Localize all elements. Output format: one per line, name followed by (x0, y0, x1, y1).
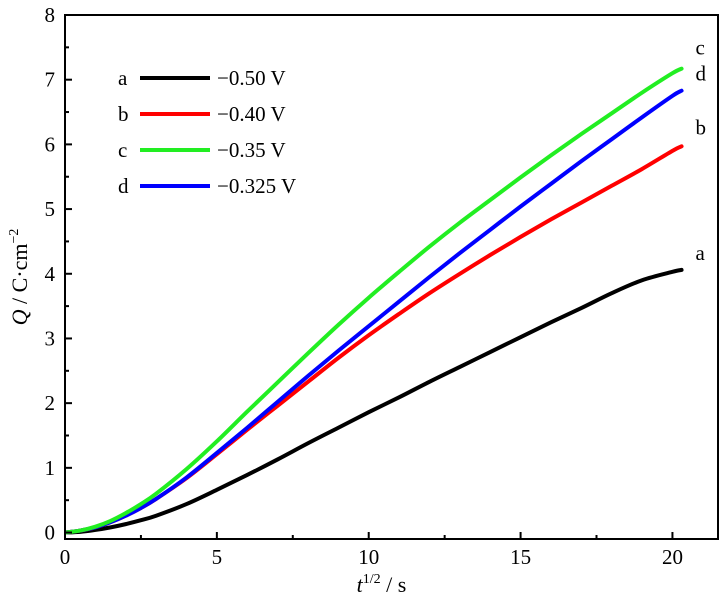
legend-letter: b (118, 102, 129, 126)
curve-label-d: d (696, 62, 707, 86)
legend-entry-d: d −0.325 V (118, 174, 296, 198)
x-tick-label: 20 (662, 545, 683, 569)
y-tick-label: 8 (45, 3, 56, 27)
legend-letter: a (118, 66, 128, 90)
series-layer (65, 66, 684, 535)
y-axis-unit: / C·cm (7, 244, 32, 310)
y-tick-label: 5 (45, 197, 56, 221)
plot-frame (64, 14, 719, 540)
series-line-c (65, 66, 684, 535)
x-tick-label: 15 (510, 545, 531, 569)
y-tick-label: 1 (45, 456, 56, 480)
y-tick-label: 3 (45, 326, 56, 350)
x-axis-variable: t (357, 572, 364, 597)
y-tick-label: 2 (45, 391, 56, 415)
legend: a −0.50 V b −0.40 V c −0.35 V d −0.325 V (118, 66, 296, 198)
curve-end-labels: a b cd (696, 36, 707, 265)
curve-label-b: b (696, 115, 707, 139)
curve-label-c: c (696, 36, 705, 60)
x-tick-label: 0 (60, 545, 71, 569)
y-tick-label: 4 (45, 262, 56, 286)
x-axis-exponent: 1/2 (363, 572, 381, 587)
y-axis-title: Q / C·cm−2 (7, 229, 32, 326)
x-axis-unit: / s (381, 572, 407, 597)
legend-series-name: −0.50 V (217, 66, 286, 90)
legend-letter: d (118, 174, 129, 198)
legend-series-name: −0.35 V (217, 138, 286, 162)
y-axis-exponent: −2 (7, 229, 22, 244)
y-tick-label: 6 (45, 132, 56, 156)
y-axis-variable: Q (7, 309, 32, 325)
legend-series-name: −0.40 V (217, 102, 286, 126)
x-tick-label: 10 (358, 545, 379, 569)
legend-entry-a: a −0.50 V (118, 66, 286, 90)
y-tick-label: 7 (45, 68, 56, 92)
series-line-b (65, 144, 684, 535)
legend-series-name: −0.325 V (217, 174, 296, 198)
series-line-d (65, 88, 684, 535)
legend-letter: c (118, 138, 127, 162)
x-axis-title: t1/2 / s (357, 572, 407, 597)
curve-label-a: a (696, 241, 706, 265)
legend-entry-b: b −0.40 V (118, 102, 286, 126)
legend-entry-c: c −0.35 V (118, 138, 286, 162)
x-tick-label: 5 (212, 545, 223, 569)
series-line-a (65, 267, 684, 535)
y-tick-label: 0 (45, 521, 56, 545)
ticks-layer: 0 5 10 15 20 0 1 2 3 4 5 6 7 8 (45, 3, 683, 569)
